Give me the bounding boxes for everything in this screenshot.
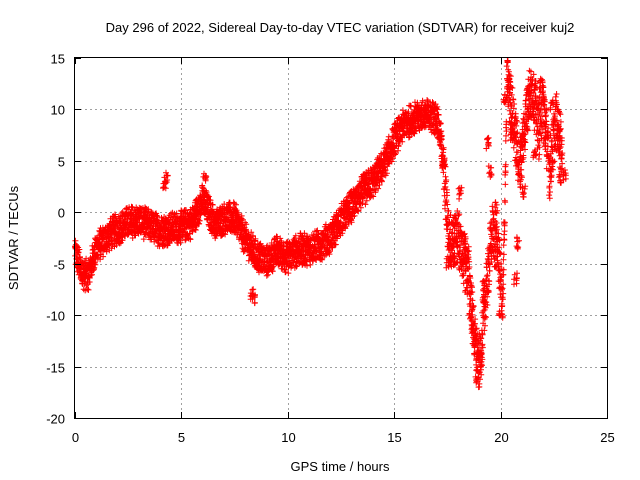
- data-point-1112: [203, 189, 210, 196]
- data-points: [72, 57, 569, 391]
- data-point-1362: [233, 201, 239, 208]
- data-point-2076: [317, 249, 324, 256]
- y-tick-label-7: -20: [46, 412, 65, 427]
- data-point-1570: [257, 240, 264, 247]
- data-point-402: [119, 237, 126, 244]
- data-point-2090: [319, 256, 326, 263]
- data-point-1042: [195, 215, 202, 221]
- data-point-1022: [192, 227, 199, 233]
- data-point-4287: [514, 244, 521, 251]
- data-point-1782: [282, 269, 289, 276]
- data-point-1448: [243, 221, 250, 228]
- data-point-424: [122, 233, 129, 240]
- data-point-144: [89, 271, 95, 278]
- data-point-1503: [249, 245, 256, 252]
- data-point-1804: [285, 270, 292, 277]
- data-point-1805: [285, 263, 292, 270]
- data-point-1736: [277, 235, 284, 242]
- data-point-114: [85, 286, 92, 293]
- data-point-1962: [304, 262, 310, 269]
- y-tick-label-0: 15: [51, 52, 65, 67]
- data-point-3420: [476, 383, 483, 390]
- data-point-1490: [248, 229, 255, 236]
- data-point-892: [177, 239, 184, 246]
- data-point-1366: [233, 207, 240, 214]
- x-tick-label-2: 10: [281, 430, 295, 445]
- data-point-709: [155, 219, 162, 226]
- data-point-1874: [293, 263, 300, 270]
- x-tick-label-3: 15: [387, 430, 401, 445]
- data-point-3633: [501, 228, 508, 235]
- data-point-940: [183, 207, 190, 214]
- data-point-94: [83, 255, 90, 262]
- x-tick-label-0: 0: [72, 430, 79, 445]
- data-point-212: [97, 256, 104, 263]
- data-point-698: [154, 213, 161, 220]
- y-tick-label-6: -15: [46, 361, 65, 376]
- data-point-352: [113, 242, 120, 249]
- data-point-36: [76, 246, 83, 253]
- data-point-1410: [238, 212, 245, 219]
- data-point-3712: [510, 144, 517, 151]
- x-tick-label-4: 20: [494, 430, 508, 445]
- data-point-976: [187, 236, 194, 243]
- y-tick-label-3: 0: [58, 206, 65, 221]
- y-tick-label-1: 10: [51, 103, 65, 118]
- y-axis-label: SDTVAR / TECUs: [6, 185, 21, 290]
- data-point-3639: [502, 181, 509, 188]
- data-point-4286: [513, 243, 520, 250]
- data-point-4399: [520, 190, 527, 197]
- data-point-1564: [256, 241, 263, 248]
- data-point-1994: [307, 237, 314, 244]
- data-point-3636: [501, 219, 508, 226]
- data-point-1990: [307, 261, 314, 268]
- data-point-3879: [530, 71, 537, 78]
- data-point-3632: [501, 237, 508, 243]
- chart-title: Day 296 of 2022, Sidereal Day-to-day VTE…: [106, 20, 575, 35]
- data-point-1864: [292, 262, 299, 269]
- data-point-4010: [546, 192, 553, 199]
- data-point-1526: [252, 235, 259, 242]
- data-point-4182: [456, 195, 463, 202]
- data-point-3728: [512, 110, 519, 117]
- data-point-582: [140, 236, 147, 243]
- data-point-2112: [321, 252, 328, 259]
- data-point-1054: [196, 217, 203, 224]
- data-point-970: [186, 230, 193, 237]
- y-tick-label-5: -10: [46, 309, 65, 324]
- data-point-512: [132, 232, 139, 239]
- y-tick-label-2: 5: [58, 155, 65, 170]
- data-point-3652: [503, 63, 510, 70]
- data-point-620: [145, 206, 152, 213]
- data-point-1940: [301, 230, 308, 237]
- data-point-30: [75, 249, 82, 256]
- data-point-378: [116, 240, 123, 247]
- data-point-124: [86, 275, 93, 281]
- x-tick-label-5: 25: [600, 430, 614, 445]
- data-point-4016: [546, 195, 553, 202]
- data-point-1106: [202, 187, 209, 194]
- data-point-4018: [547, 189, 553, 195]
- data-point-3844: [526, 67, 533, 74]
- data-point-4074: [553, 91, 560, 97]
- data-point-172: [92, 261, 99, 268]
- data-point-3856: [527, 68, 534, 75]
- y-tick-label-4: -5: [53, 258, 65, 273]
- data-point-1078: [199, 184, 206, 191]
- data-point-1952: [302, 257, 309, 264]
- x-axis-label: GPS time / hours: [291, 459, 390, 474]
- data-point-2050: [314, 227, 321, 234]
- data-point-104: [84, 286, 91, 293]
- data-point-1146: [207, 197, 214, 204]
- data-point-1868: [292, 232, 299, 239]
- data-point-1132: [205, 193, 212, 200]
- data-point-238: [100, 253, 107, 260]
- data-point-1166: [209, 201, 216, 208]
- data-point-3637: [502, 199, 509, 206]
- x-tick-label-1: 5: [178, 430, 185, 445]
